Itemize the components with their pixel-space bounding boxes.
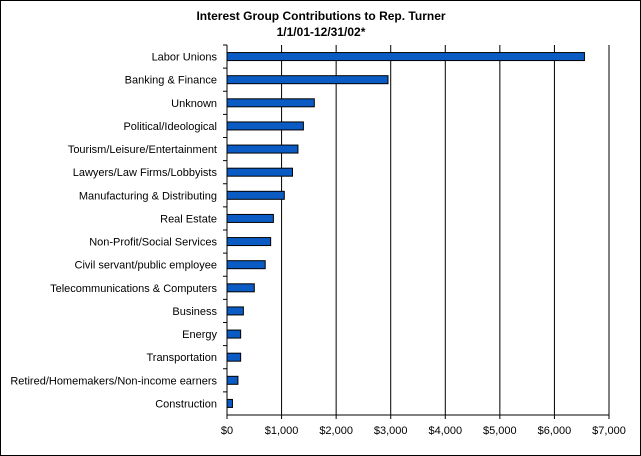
bar [226,352,242,362]
bar [226,329,242,339]
chart-subtitle: 1/1/01-12/31/02* [277,25,366,39]
x-tick-label: $7,000 [592,425,626,437]
bar [226,52,585,62]
bar [226,213,274,223]
category-label: Construction [155,398,217,410]
bar [226,398,233,408]
bar [226,98,315,108]
x-tick-label: $2,000 [319,425,353,437]
category-label: Retired/Homemakers/Non-income earners [10,375,217,387]
bar [226,121,304,131]
bar [226,167,293,177]
bar [226,283,255,293]
x-tick-label: $5,000 [483,425,517,437]
category-label: Lawyers/Law Firms/Lobbyists [73,167,218,179]
category-label: Telecommunications & Computers [50,283,217,295]
category-label: Labor Unions [152,52,218,64]
category-label: Transportation [146,352,217,364]
x-tick-label: $6,000 [538,425,572,437]
bar [226,375,239,385]
category-label: Energy [182,329,217,341]
category-label: Manufacturing & Distributing [79,190,217,202]
category-label: Non-Profit/Social Services [89,237,217,249]
bar [226,260,266,270]
plot-area: $0 $1,000 $2,000 $3,000 $4,000 $5,000 $6,000 $7… [10,44,626,437]
category-label: Tourism/Leisure/Entertainment [68,144,217,156]
bar [226,75,389,85]
category-label: Civil servant/public employee [75,260,217,272]
bar [226,237,272,247]
x-tick-label: $0 [221,425,233,437]
bar [226,306,244,316]
category-label: Unknown [171,98,217,110]
category-label: Business [172,306,217,318]
chart-title: Interest Group Contributions to Rep. Tur… [196,9,445,23]
x-tick-label: $1,000 [265,425,299,437]
x-tick-label: $4,000 [428,425,462,437]
bar [226,190,285,200]
category-label: Political/Ideological [123,121,217,133]
category-label: Banking & Finance [125,75,217,87]
x-tick-label: $3,000 [374,425,408,437]
category-label: Real Estate [160,213,217,225]
bar [226,144,299,154]
